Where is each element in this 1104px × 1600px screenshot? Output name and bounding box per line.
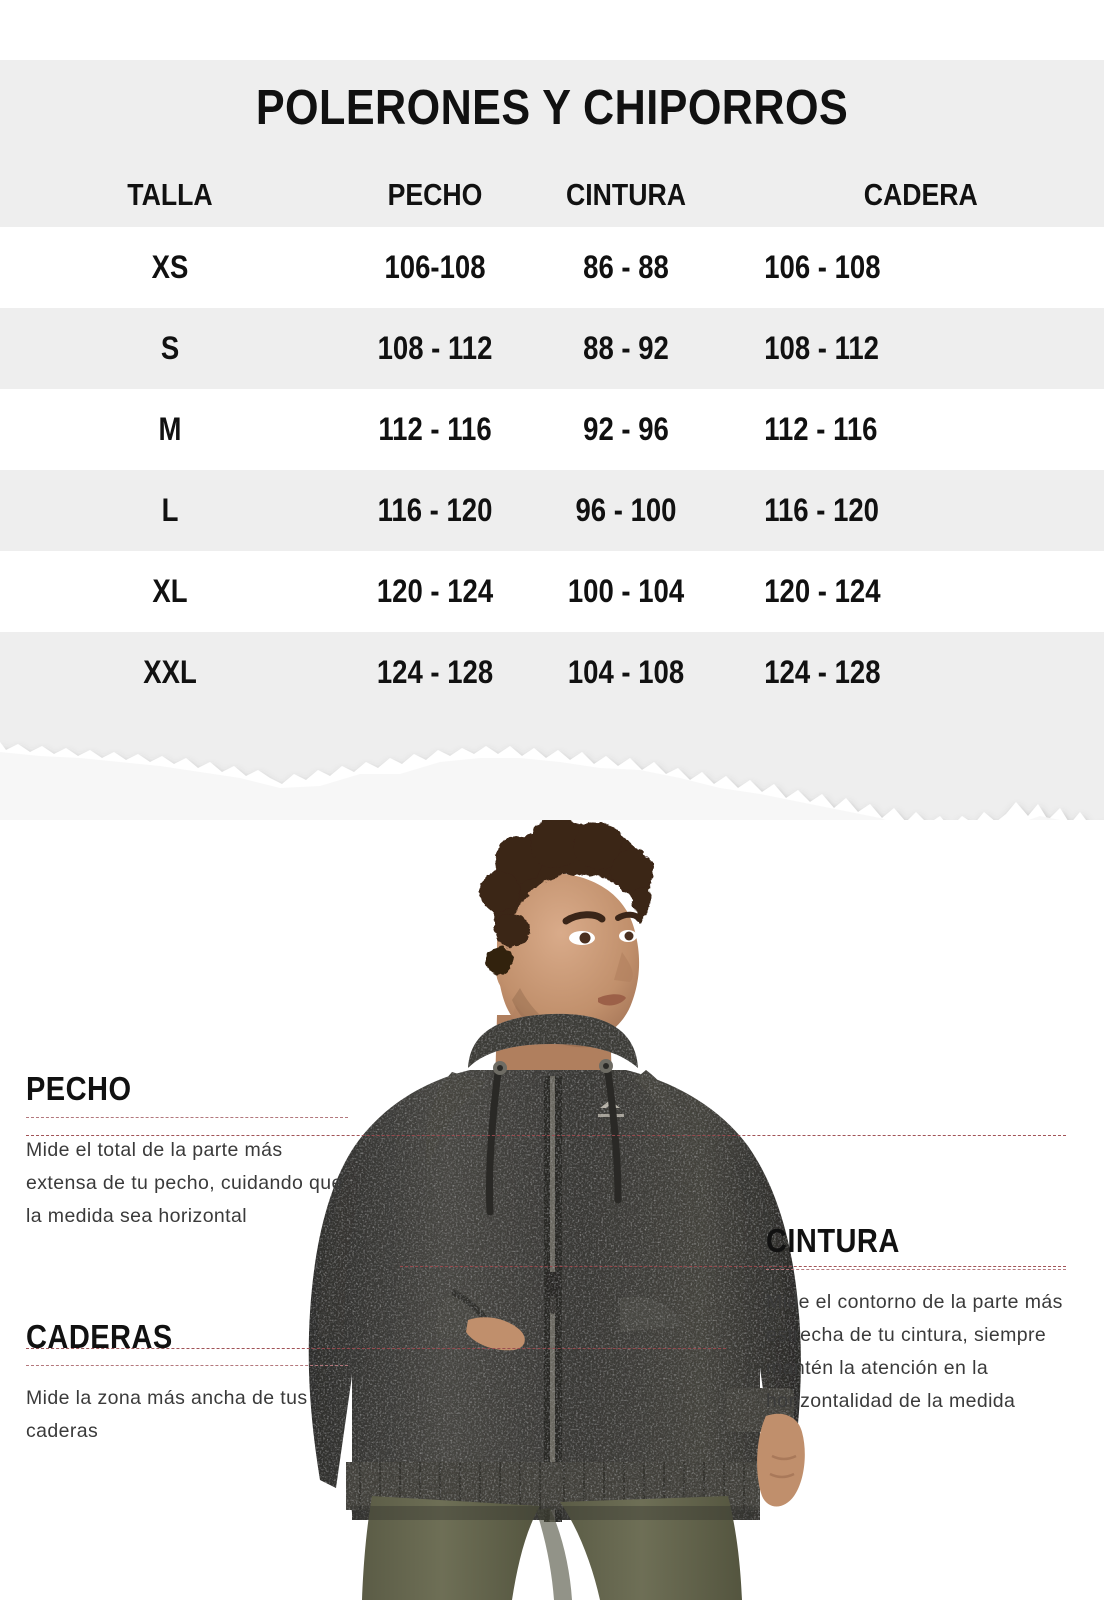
cell-talla: S bbox=[160, 330, 180, 366]
cell-cadera: 108 - 112 bbox=[764, 330, 879, 366]
measure-body-caderas: Mide la zona más ancha de tus caderas bbox=[26, 1387, 308, 1442]
table-row: XS 106-108 86 - 88 106 - 108 bbox=[0, 227, 1104, 308]
cell-talla: M bbox=[158, 411, 182, 447]
cell-cadera: 112 - 116 bbox=[764, 411, 878, 447]
measure-rule-caderas bbox=[26, 1365, 348, 1366]
cell-cintura: 86 - 88 bbox=[583, 249, 669, 285]
cell-talla: L bbox=[161, 492, 179, 528]
measure-block-caderas: CADERAS Mide la zona más ancha de tus ca… bbox=[26, 1318, 348, 1448]
cell-talla: XXL bbox=[143, 654, 197, 690]
cell-pecho: 116 - 120 bbox=[377, 492, 493, 528]
measure-body-pecho: Mide el total de la parte más extensa de… bbox=[26, 1139, 343, 1227]
column-header-cadera: CADERA bbox=[863, 177, 978, 212]
table-row: XXL 124 - 128 104 - 108 124 - 128 bbox=[0, 632, 1104, 713]
cell-pecho: 124 - 128 bbox=[376, 654, 494, 690]
cell-cintura: 88 - 92 bbox=[583, 330, 669, 366]
cell-pecho: 112 - 116 bbox=[378, 411, 492, 447]
cell-cadera: 116 - 120 bbox=[764, 492, 879, 528]
table-row: XL 120 - 124 100 - 104 120 - 124 bbox=[0, 551, 1104, 632]
column-header-talla: TALLA bbox=[127, 177, 213, 212]
table-row: S 108 - 112 88 - 92 108 - 112 bbox=[0, 308, 1104, 389]
measure-title-cintura: CINTURA bbox=[766, 1222, 900, 1259]
measure-rule-cintura bbox=[766, 1269, 1066, 1270]
cell-cintura: 96 - 100 bbox=[575, 492, 677, 528]
cell-cadera: 120 - 124 bbox=[764, 573, 881, 609]
cell-cadera: 124 - 128 bbox=[764, 654, 881, 690]
cell-cintura: 104 - 108 bbox=[567, 654, 685, 690]
cell-cadera: 106 - 108 bbox=[764, 249, 881, 285]
cell-pecho: 108 - 112 bbox=[377, 330, 493, 366]
measurement-guide-line-cintura bbox=[400, 1266, 1066, 1267]
measurement-guide-line-pecho bbox=[26, 1135, 1066, 1136]
measure-block-pecho: PECHO Mide el total de la parte más exte… bbox=[26, 1070, 348, 1233]
measurement-guide-line-caderas bbox=[26, 1348, 726, 1349]
column-header-pecho: PECHO bbox=[387, 177, 483, 212]
cell-talla: XL bbox=[152, 573, 188, 609]
page-title: POLERONES Y CHIPORROS bbox=[255, 81, 849, 135]
measure-body-cintura: Mide el contorno de la parte más estrech… bbox=[766, 1291, 1063, 1412]
column-header-cintura: CINTURA bbox=[566, 177, 686, 212]
table-row: M 112 - 116 92 - 96 112 - 116 bbox=[0, 389, 1104, 470]
size-chart-table: POLERONES Y CHIPORROS TALLA PECHO CINTUR… bbox=[0, 60, 1104, 730]
measure-title-caderas: CADERAS bbox=[26, 1318, 173, 1355]
cell-talla: XS bbox=[151, 249, 189, 285]
measure-block-cintura: CINTURA Mide el contorno de la parte más… bbox=[766, 1222, 1066, 1418]
cell-cintura: 92 - 96 bbox=[583, 411, 669, 447]
table-header-band: POLERONES Y CHIPORROS TALLA PECHO CINTUR… bbox=[0, 60, 1104, 227]
cell-pecho: 120 - 124 bbox=[376, 573, 494, 609]
cell-cintura: 100 - 104 bbox=[567, 573, 685, 609]
measure-rule-pecho bbox=[26, 1117, 348, 1118]
table-column-headers: TALLA PECHO CINTURA CADERA bbox=[0, 177, 1104, 213]
measure-title-pecho: PECHO bbox=[26, 1070, 132, 1107]
model-photo bbox=[0, 820, 1104, 1600]
table-row: L 116 - 120 96 - 100 116 - 120 bbox=[0, 470, 1104, 551]
cell-pecho: 106-108 bbox=[384, 249, 486, 285]
